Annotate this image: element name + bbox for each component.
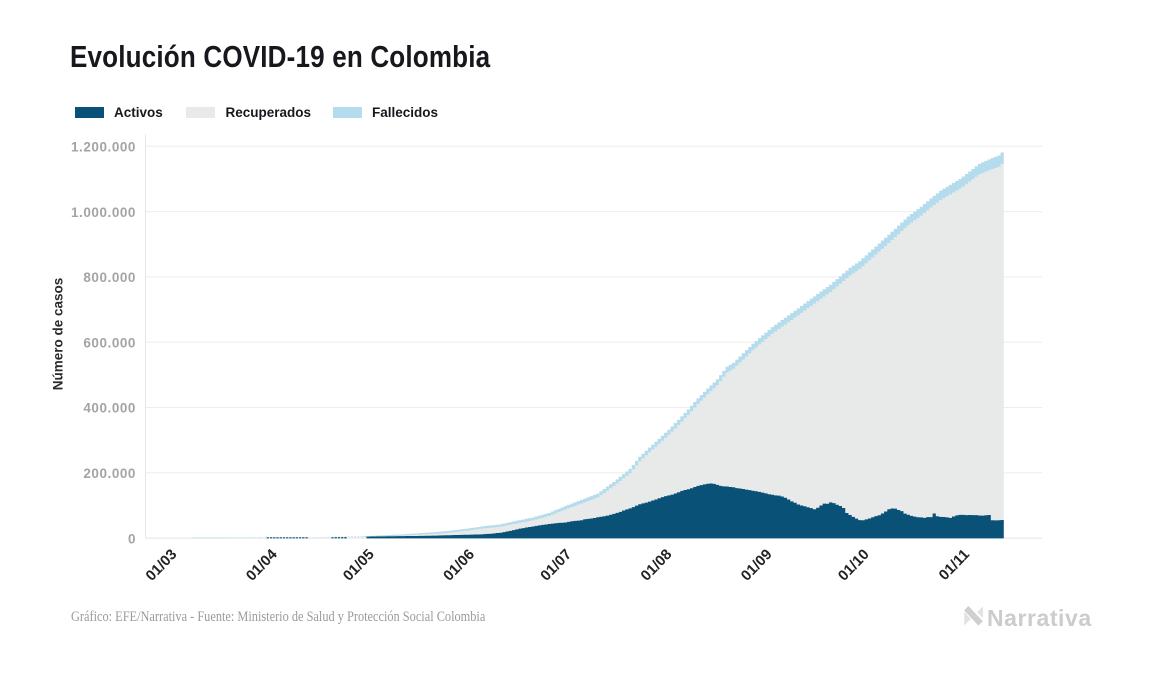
- svg-text:01/06: 01/06: [441, 547, 478, 585]
- svg-text:800.000: 800.000: [83, 270, 136, 285]
- svg-text:Número de casos: Número de casos: [51, 278, 66, 391]
- svg-text:01/07: 01/07: [538, 547, 575, 585]
- svg-text:1.200.000: 1.200.000: [71, 140, 136, 155]
- svg-text:200.000: 200.000: [83, 466, 136, 481]
- svg-text:600.000: 600.000: [83, 335, 136, 350]
- svg-text:01/10: 01/10: [835, 547, 872, 585]
- svg-text:01/09: 01/09: [738, 547, 775, 585]
- svg-text:0: 0: [128, 531, 136, 546]
- svg-text:01/04: 01/04: [243, 546, 281, 584]
- svg-text:01/03: 01/03: [143, 547, 180, 585]
- svg-text:400.000: 400.000: [83, 401, 136, 416]
- svg-text:1.000.000: 1.000.000: [71, 205, 136, 220]
- svg-text:01/08: 01/08: [638, 547, 675, 585]
- svg-text:01/11: 01/11: [936, 547, 973, 584]
- svg-text:01/05: 01/05: [340, 547, 377, 585]
